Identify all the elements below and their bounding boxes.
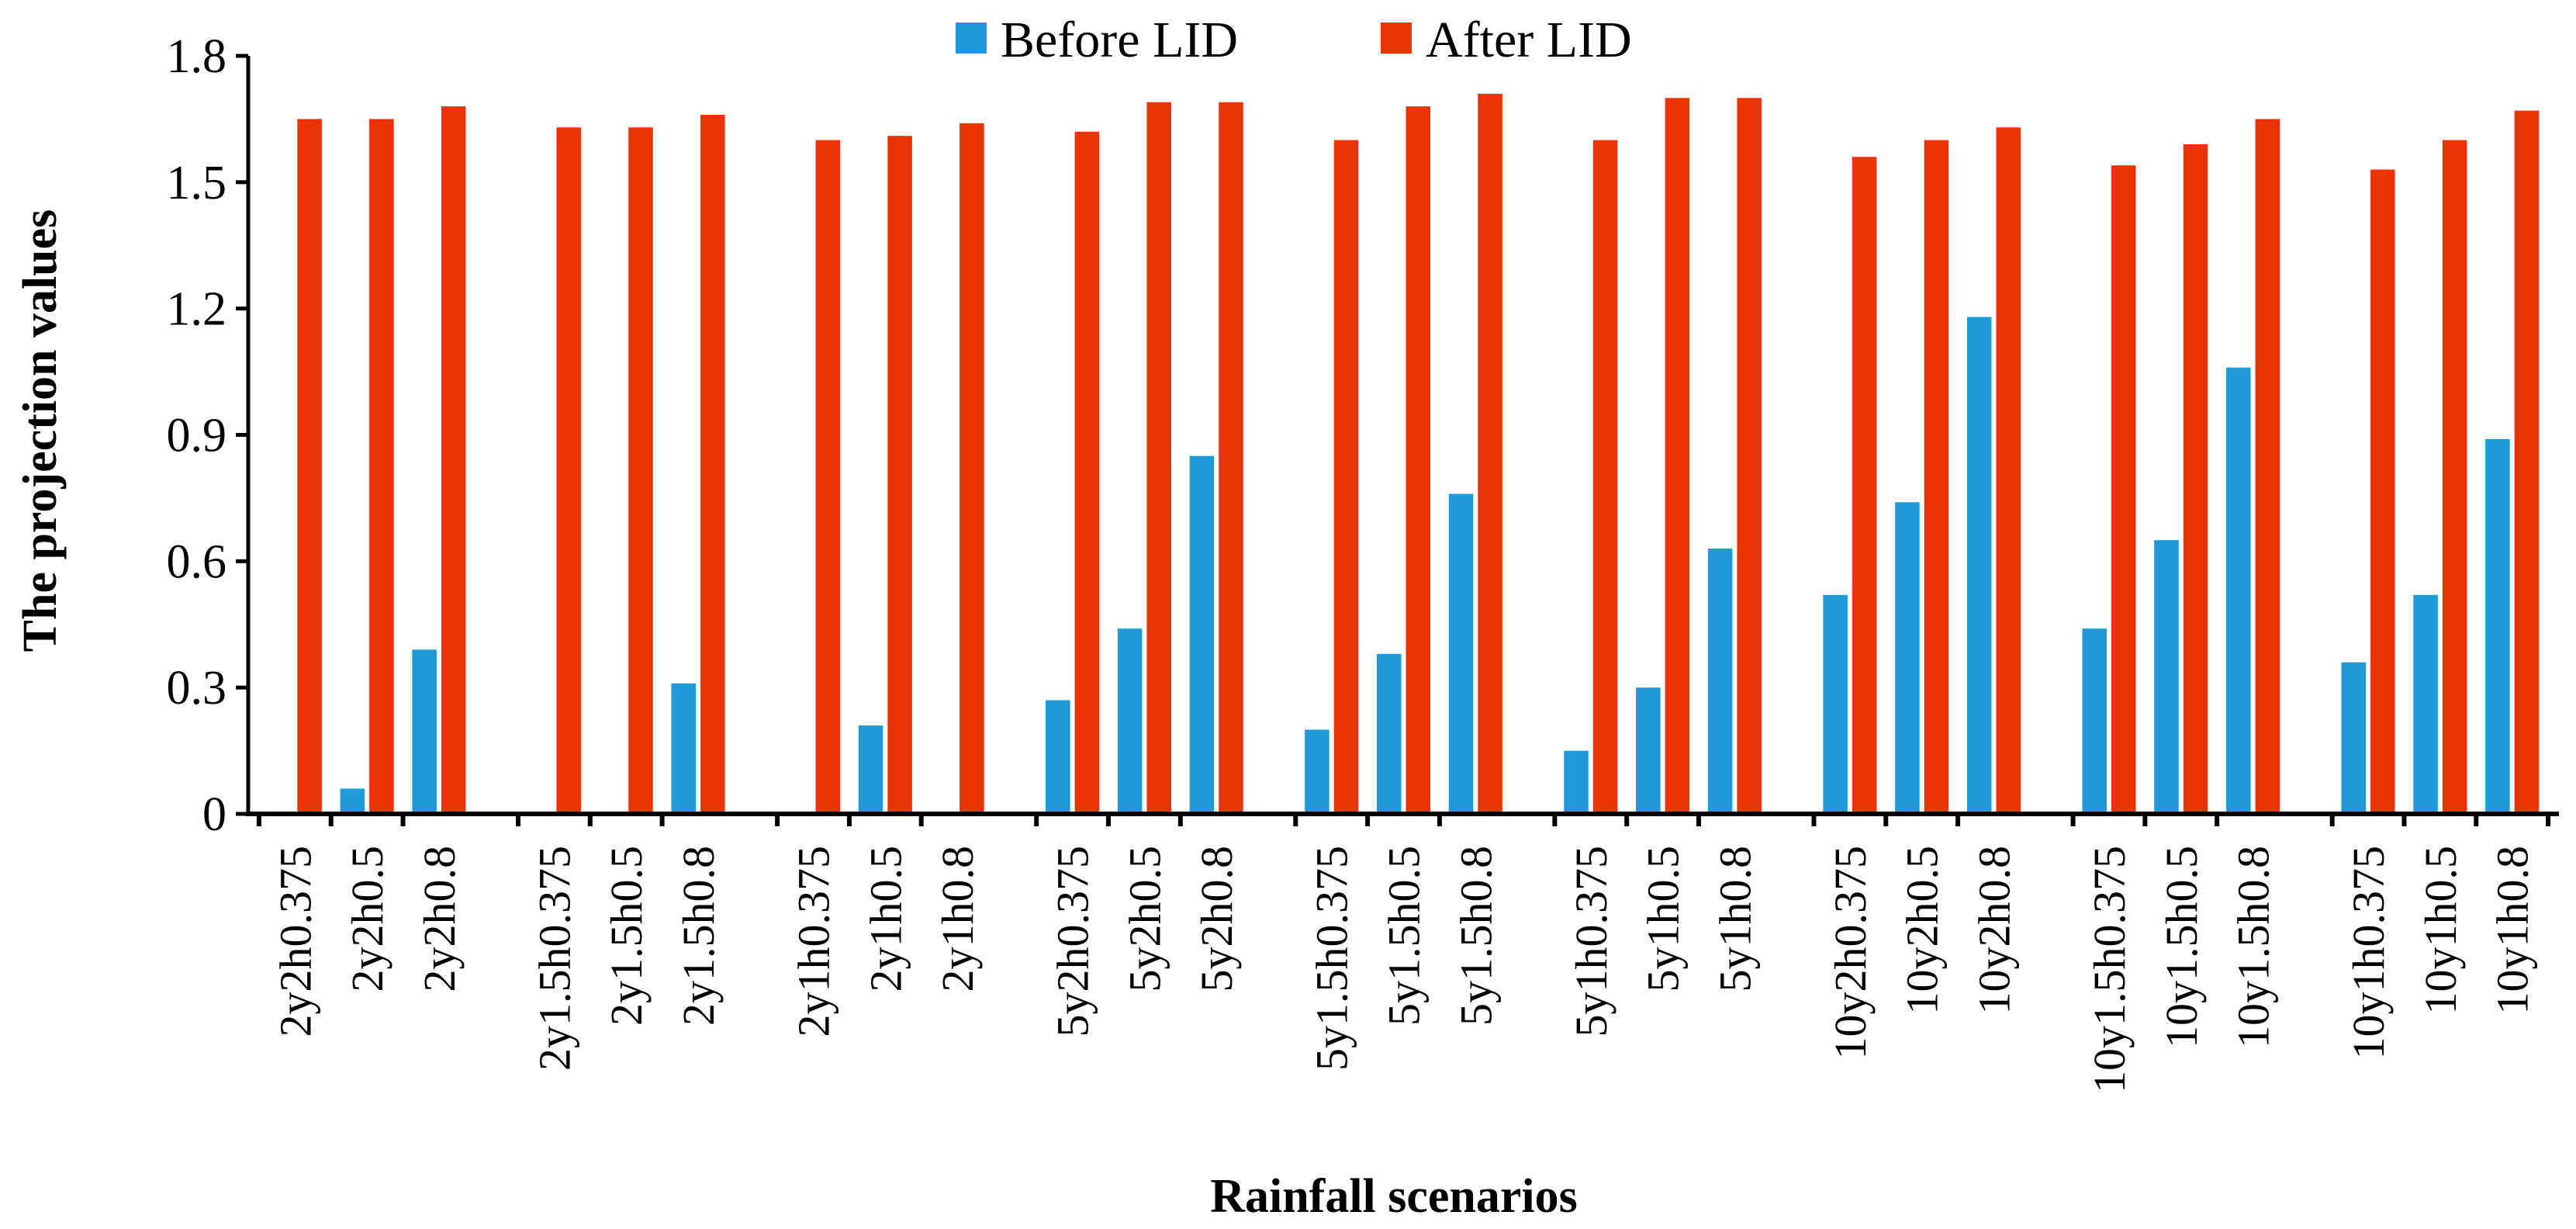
x-tick-label: 10y1.5h0.8	[2228, 846, 2279, 1048]
bar-after-lid-5y2h0.8	[1219, 102, 1243, 814]
bar-before-lid-5y1h0.8	[1707, 549, 1733, 814]
bar-before-lid-2y1h0.5	[858, 725, 883, 814]
x-tick-label: 2y1.5h0.5	[601, 846, 652, 1026]
bar-before-lid-5y2h0.5	[1117, 628, 1143, 814]
y-tick-label: 1.5	[167, 157, 227, 209]
bar-after-lid-2y1.5h0.5	[628, 127, 653, 814]
x-tick-label: 5y2h0.375	[1048, 846, 1098, 1037]
x-tick-label: 2y1h0.8	[932, 846, 983, 992]
bar-after-lid-2y1.5h0.8	[700, 114, 725, 814]
bar-after-lid-2y1h0.8	[960, 123, 984, 814]
x-tick-label: 10y2h0.8	[1969, 846, 2019, 1015]
x-tick-label: 10y1.5h0.375	[2084, 846, 2135, 1093]
bar-after-lid-5y1.5h0.5	[1406, 106, 1431, 815]
bar-before-lid-10y1.5h0.375	[2082, 628, 2107, 814]
x-tick-label: 10y1h0.375	[2343, 846, 2394, 1060]
bar-before-lid-10y1h0.375	[2341, 662, 2367, 814]
y-axis-title: The projection values	[14, 209, 67, 653]
bars	[297, 93, 2540, 815]
bar-after-lid-10y2h0.5	[1924, 140, 1949, 815]
y-tick-label: 0.3	[167, 662, 227, 715]
x-tick-label: 10y2h0.375	[1825, 846, 1876, 1060]
bar-before-lid-5y1.5h0.5	[1376, 653, 1402, 814]
x-tick-label: 2y2h0.8	[414, 846, 465, 992]
x-tick-label: 5y1h0.8	[1710, 846, 1760, 992]
bar-before-lid-10y2h0.5	[1895, 502, 1920, 814]
bar-before-lid-5y1.5h0.8	[1448, 493, 1474, 814]
bar-before-lid-5y1.5h0.375	[1305, 729, 1329, 814]
x-axis-title: Rainfall scenarios	[1210, 1170, 1578, 1223]
x-tick-label: 10y1h0.5	[2415, 846, 2466, 1015]
legend: Before LID After LID	[956, 12, 1632, 68]
bar-after-lid-5y2h0.375	[1074, 131, 1100, 814]
bar-before-lid-2y1.5h0.8	[671, 683, 697, 814]
x-tick-label: 2y1h0.375	[789, 846, 839, 1037]
x-tick-label: 2y2h0.5	[342, 846, 392, 992]
bar-after-lid-10y1.5h0.5	[2183, 144, 2208, 814]
bar-after-lid-5y2h0.5	[1146, 102, 1171, 814]
bar-after-lid-2y1h0.375	[815, 140, 841, 815]
x-tick-label: 5y1h0.375	[1566, 846, 1616, 1037]
legend-label-after-lid: After LID	[1426, 12, 1632, 68]
y-tick-label: 1.8	[167, 30, 227, 83]
axes	[246, 56, 2559, 826]
bar-after-lid-10y1h0.375	[2370, 169, 2395, 815]
legend-swatch-after-lid	[1381, 23, 1412, 54]
bar-before-lid-10y1.5h0.5	[2154, 540, 2179, 814]
y-tick-label: 1.2	[167, 283, 227, 336]
bar-after-lid-10y1.5h0.8	[2255, 119, 2280, 814]
bar-after-lid-10y1h0.8	[2514, 110, 2540, 815]
y-axis-ticks: 0 0.3 0.6 0.9 1.2 1.5 1.8	[167, 30, 248, 841]
bar-before-lid-10y1.5h0.8	[2226, 367, 2251, 815]
bar-before-lid-10y2h0.8	[1966, 317, 1992, 814]
x-tick-label: 2y1.5h0.8	[673, 846, 724, 1026]
y-tick-label: 0.9	[167, 410, 227, 462]
x-tick-label: 10y1.5h0.5	[2156, 846, 2207, 1048]
x-tick-label: 10y1h0.8	[2488, 846, 2538, 1015]
x-tick-label: 2y2h0.375	[270, 846, 320, 1037]
bar-after-lid-2y2h0.5	[369, 119, 394, 814]
bar-before-lid-10y1h0.8	[2485, 438, 2510, 814]
bar-after-lid-2y2h0.375	[297, 119, 322, 814]
bar-after-lid-2y1h0.5	[887, 136, 912, 814]
x-tick-label: 10y2h0.5	[1897, 846, 1948, 1015]
x-tick-label: 5y1h0.5	[1638, 846, 1689, 992]
bar-after-lid-10y2h0.8	[1996, 127, 2021, 814]
bar-after-lid-2y1.5h0.375	[556, 127, 581, 814]
x-tick-label: 5y1.5h0.375	[1307, 846, 1357, 1071]
bar-before-lid-10y1h0.5	[2413, 594, 2438, 814]
bar-before-lid-5y1h0.5	[1636, 687, 1661, 814]
bar-after-lid-5y1h0.5	[1665, 98, 1690, 815]
x-tick-label: 5y1.5h0.8	[1451, 846, 1501, 1026]
y-tick-label: 0.6	[167, 535, 227, 588]
bar-after-lid-10y2h0.375	[1852, 157, 1877, 814]
bar-before-lid-5y1h0.375	[1564, 750, 1589, 814]
x-tick-label: 5y1.5h0.5	[1379, 846, 1430, 1026]
bar-before-lid-2y2h0.8	[412, 649, 437, 814]
bar-after-lid-5y1.5h0.8	[1478, 93, 1502, 815]
bar-after-lid-5y1.5h0.375	[1333, 140, 1359, 815]
bar-after-lid-10y1h0.5	[2442, 140, 2467, 815]
legend-swatch-before-lid	[956, 23, 987, 54]
bar-after-lid-10y1.5h0.375	[2111, 165, 2136, 815]
bar-before-lid-5y2h0.375	[1046, 700, 1070, 814]
x-tick-label: 2y1.5h0.375	[529, 846, 579, 1071]
x-tick-label: 5y2h0.5	[1119, 846, 1170, 992]
y-tick-label: 0	[202, 788, 226, 841]
bar-before-lid-5y2h0.8	[1189, 455, 1215, 814]
x-axis-ticks: 2y2h0.375 2y2h0.5 2y2h0.8 2y1.5h0.375 2y1.5h…	[270, 846, 2537, 1093]
legend-label-before-lid: Before LID	[1001, 12, 1238, 68]
bar-after-lid-5y1h0.8	[1737, 98, 1762, 815]
bar-after-lid-2y2h0.8	[441, 106, 466, 815]
bar-after-lid-5y1h0.375	[1592, 140, 1618, 815]
bar-before-lid-2y2h0.5	[340, 788, 365, 814]
x-tick-label: 5y2h0.8	[1191, 846, 1242, 992]
x-tick-label: 2y1h0.5	[860, 846, 911, 992]
bar-before-lid-10y2h0.375	[1823, 594, 1848, 814]
